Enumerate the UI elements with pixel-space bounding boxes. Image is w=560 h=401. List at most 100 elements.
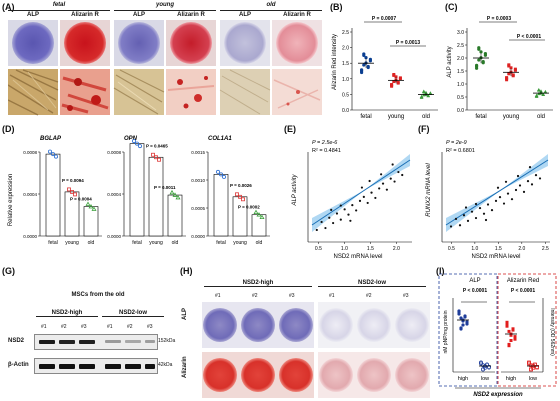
panel-c-p1: P = 0.0003 <box>487 16 511 22</box>
panel-e-point <box>339 204 342 207</box>
panel-d-ytick-label: 0.0008 <box>23 150 37 155</box>
panel-i-ar-low-point <box>529 367 533 372</box>
panel-e-point <box>339 218 342 221</box>
panel-d-ytick-label: 0.0004 <box>23 192 37 197</box>
panel-d-xtick: fetal <box>48 240 57 246</box>
h-well-alp-low-1 <box>319 308 353 342</box>
panel-b-ytick-label: 2.5 <box>342 30 349 36</box>
panel-i-alp-high-point <box>457 312 461 316</box>
panel-b-point <box>366 64 370 69</box>
panel-b-point <box>364 56 368 60</box>
panel-b-point <box>392 80 396 84</box>
panel-i-ylabel-right: Intensity (OD 562nm) <box>549 308 555 356</box>
panel-e-regression-line <box>311 159 411 226</box>
panel-g-lane-3: #3 <box>81 324 87 330</box>
panel-d-point <box>238 194 242 199</box>
panel-e-point <box>374 196 377 200</box>
panel-f-point <box>462 214 466 217</box>
panel-e-point <box>366 201 369 205</box>
panel-i-ar-title: Alizarin Red <box>507 278 539 284</box>
panel-c-point <box>477 58 481 62</box>
panel-c-ytick-label: 2.5 <box>457 43 464 49</box>
panel-i-ar-high-point <box>513 335 517 339</box>
panel-e-point <box>380 173 383 176</box>
panel-f-xtick-label: 1.0 <box>471 246 478 252</box>
group-header-old: old <box>220 2 322 11</box>
panel-e-point <box>393 180 396 183</box>
panel-g-row-nsd2: NSD2 <box>8 338 25 344</box>
panel-d-bar <box>129 143 145 237</box>
panel-d-gene-0: BGLAP <box>40 136 62 142</box>
panel-g-mw-nsd2: 152kDa <box>158 338 176 344</box>
panel-g-mw-actin: 42kDa <box>158 362 173 368</box>
panel-f-r2: R² = 0.6801 <box>446 148 475 154</box>
panel-f-point <box>498 196 502 199</box>
panel-d-ytick-label: 0.0000 <box>107 234 121 239</box>
panel-f-point <box>538 177 542 180</box>
panel-b-point <box>368 57 372 61</box>
panel-e-chart: ALP activity NSD2 mRNA level P = 2.5e-6 … <box>292 140 412 260</box>
panel-d-point <box>134 141 139 146</box>
panel-h-lane-low-1: #1 <box>329 293 335 299</box>
panel-e-point <box>343 208 346 211</box>
panel-e-point <box>351 204 354 207</box>
h-well-ar-low-1 <box>319 358 353 392</box>
panel-i-ylabel-left: nM pNP/mg protein <box>443 310 449 353</box>
panel-i-chart: ALP Alizarin Red P < 0.0001 P < 0.0001 n… <box>438 273 557 398</box>
panel-f-point <box>484 218 488 222</box>
panel-d-point <box>157 157 161 162</box>
panel-d-pval-2: P = 0.0011 <box>154 185 176 190</box>
h-well-alp-low-2 <box>357 308 391 342</box>
panel-d-xtick: old <box>172 240 179 246</box>
panel-i-ar-high-point <box>505 320 509 324</box>
panel-d-point <box>154 155 158 160</box>
panel-c-point <box>505 78 509 82</box>
panel-e-point <box>315 228 318 232</box>
panel-d-point <box>253 209 259 215</box>
panel-d-point <box>91 206 97 211</box>
panel-label-g: (G) <box>2 266 15 276</box>
panel-c-ytick-label: 1.0 <box>457 82 464 88</box>
micrograph-fetal-ar <box>60 69 110 115</box>
panel-g-low-label: NSD2-low <box>102 310 164 317</box>
panel-g-row-actin: β-Actin <box>8 362 29 368</box>
panel-c-point <box>505 76 509 80</box>
panel-h-lane-high-2: #2 <box>252 293 258 299</box>
panel-f-point <box>494 199 498 202</box>
panel-f-xtick-label: 2.0 <box>518 246 525 252</box>
band-nsd2-6 <box>145 340 155 343</box>
panel-f-point <box>496 186 500 189</box>
panel-a-images <box>8 20 322 116</box>
panel-f-point <box>506 192 510 195</box>
panel-d-point <box>51 152 56 157</box>
panel-b-ytick-label: 0.5 <box>342 92 349 98</box>
panel-c-point <box>507 63 511 67</box>
panel-c-point <box>475 63 479 67</box>
panel-d-point <box>54 154 59 159</box>
h-well-alp-high-1 <box>203 308 237 342</box>
panel-e-point <box>397 170 400 174</box>
stain-label-ar-old: Alizarin R <box>283 12 311 18</box>
band-nsd2-3 <box>79 340 95 344</box>
panel-f-point <box>464 206 468 209</box>
panel-i-alp-high-point <box>459 316 463 320</box>
panel-h-low-label: NSD2-low <box>318 280 426 287</box>
panel-b-ylabel: Alizarin Red intensity <box>332 34 338 90</box>
panel-d-pval-1: P = 0.0094 <box>62 178 84 183</box>
panel-g-lane-6: #3 <box>147 324 153 330</box>
panel-e-point <box>358 199 362 202</box>
panel-e-point <box>335 212 339 215</box>
panel-f-point <box>504 180 508 183</box>
panel-h: NSD2-high NSD2-low #1 #2 #3 #1 #2 #3 ALP… <box>182 278 432 400</box>
stain-label-alp-young: ALP <box>133 12 145 18</box>
panel-d-ytick-label: 0.0004 <box>107 192 121 197</box>
panel-i-alp-high-point <box>463 315 467 319</box>
panel-d-point <box>67 187 71 192</box>
panel-i-ar-high-point <box>507 344 511 348</box>
panel-d-point <box>151 152 155 157</box>
stain-label-ar-fetal: Alizarin R <box>71 12 99 18</box>
panel-i-ar-high-point <box>509 333 513 337</box>
panel-c-point <box>543 89 548 94</box>
panel-f-point <box>454 217 458 220</box>
panel-b-point <box>390 83 394 87</box>
